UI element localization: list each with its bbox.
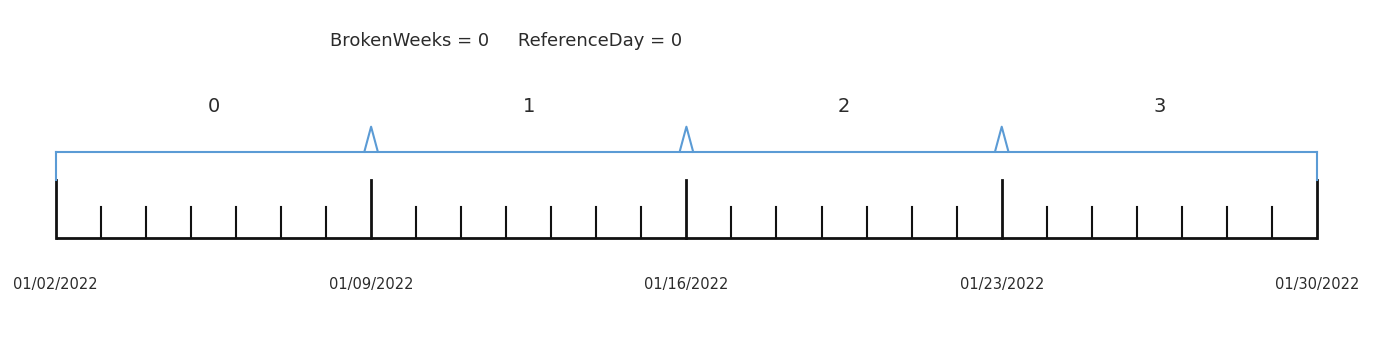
Text: 01/16/2022: 01/16/2022 <box>644 277 729 292</box>
Text: 01/09/2022: 01/09/2022 <box>328 277 413 292</box>
Text: 1: 1 <box>523 97 535 116</box>
Text: 2: 2 <box>839 97 850 116</box>
Text: 01/23/2022: 01/23/2022 <box>959 277 1044 292</box>
Text: 0: 0 <box>208 97 219 116</box>
Text: 3: 3 <box>1153 97 1166 116</box>
Text: 01/30/2022: 01/30/2022 <box>1275 277 1360 292</box>
Text: BrokenWeeks = 0     ReferenceDay = 0: BrokenWeeks = 0 ReferenceDay = 0 <box>330 32 682 50</box>
Text: 01/02/2022: 01/02/2022 <box>14 277 98 292</box>
